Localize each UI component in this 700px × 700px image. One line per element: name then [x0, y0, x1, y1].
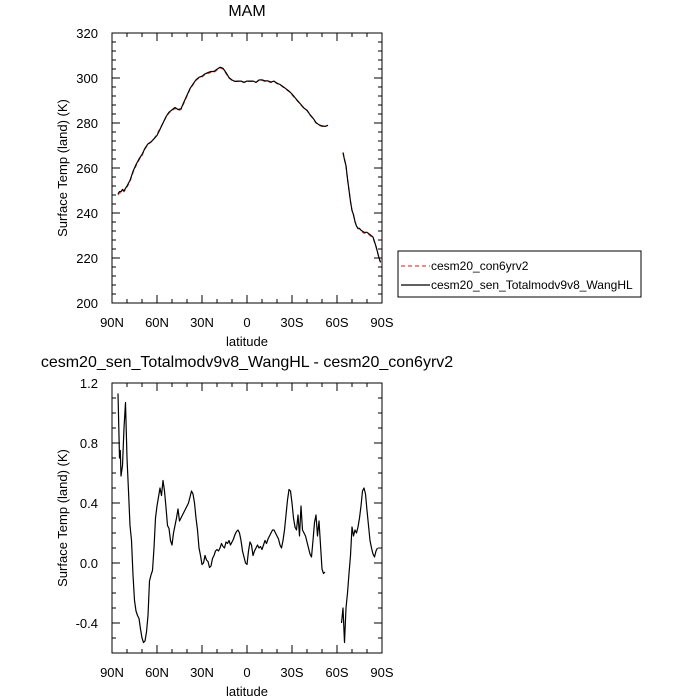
bottom-y-tick-label: 1.2: [80, 376, 98, 391]
top-y-axis-label: Surface Temp (land) (K): [55, 99, 70, 237]
top-y-tick-label: 200: [76, 296, 98, 311]
top-x-tick-label: 30S: [280, 315, 303, 330]
bottom-x-axis-label: latitude: [226, 684, 268, 699]
bottom-x-tick-label: 60S: [325, 665, 348, 680]
bottom-series-0-line: [340, 487, 379, 644]
bottom-x-tick-label: 30N: [190, 665, 214, 680]
bottom-axis-ticks: 90N 60N 30N 0 30S 60S 90S -0.4 0.0 0.4 0.8 1.2: [76, 376, 394, 680]
bottom-y-tick-label: 0.0: [80, 556, 98, 571]
top-x-tick-label: 90S: [370, 315, 393, 330]
bottom-panel: cesm20_sen_Totalmodv9v8_WangHL - cesm20_…: [41, 354, 453, 699]
bottom-x-tick-label: 90N: [100, 665, 124, 680]
top-panel: MAM 90N 60N 30N 0 30S 60S 90S 200 220 240 260 280 30…: [55, 3, 394, 349]
bottom-x-tick-label: 90S: [370, 665, 393, 680]
top-y-tick-label: 320: [76, 26, 98, 41]
bottom-series-0-line: [117, 393, 326, 644]
top-y-tick-label: 220: [76, 251, 98, 266]
legend: cesm20_con6yrv2 cesm20_sen_Totalmodv9v8_…: [397, 250, 642, 298]
top-series-0-line: [117, 67, 329, 196]
top-x-axis-label: latitude: [226, 334, 268, 349]
bottom-y-tick-label: 0.4: [80, 496, 98, 511]
top-x-tick-label: 60N: [145, 315, 169, 330]
top-series-lines: [117, 66, 382, 263]
top-title: MAM: [228, 3, 265, 20]
top-y-tick-label: 240: [76, 206, 98, 221]
top-y-tick-label: 300: [76, 71, 98, 86]
bottom-series-lines: [117, 393, 379, 644]
top-axis-ticks: 90N 60N 30N 0 30S 60S 90S 200 220 240 260 280 300 320: [76, 26, 394, 330]
bottom-x-tick-label: 60N: [145, 665, 169, 680]
bottom-x-tick-label: 0: [243, 665, 250, 680]
top-y-tick-label: 260: [76, 161, 98, 176]
legend-label-control: cesm20_con6yrv2: [431, 259, 529, 273]
top-series-0-line: [342, 152, 382, 263]
bottom-title: cesm20_sen_Totalmodv9v8_WangHL - cesm20_…: [41, 354, 453, 371]
legend-box: [397, 250, 642, 298]
top-x-tick-label: 0: [243, 315, 250, 330]
top-y-tick-label: 280: [76, 116, 98, 131]
legend-label-sensitivity: cesm20_sen_Totalmodv9v8_WangHL: [431, 278, 633, 292]
bottom-x-tick-label: 30S: [280, 665, 303, 680]
top-series-1-line: [342, 152, 382, 263]
top-x-tick-label: 60S: [325, 315, 348, 330]
top-x-tick-label: 30N: [190, 315, 214, 330]
top-series-1-line: [117, 66, 329, 195]
bottom-plot-frame: [111, 382, 383, 654]
top-x-tick-label: 90N: [100, 315, 124, 330]
bottom-y-axis-label: Surface Temp (land) (K): [55, 449, 70, 587]
bottom-y-tick-label: 0.8: [80, 436, 98, 451]
top-plot-frame: [111, 32, 383, 304]
bottom-y-tick-label: -0.4: [76, 616, 98, 631]
